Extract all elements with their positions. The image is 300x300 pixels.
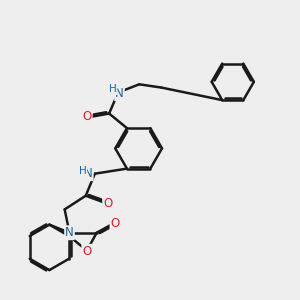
Text: N: N [65, 226, 74, 239]
Text: O: O [82, 110, 92, 123]
Text: O: O [110, 217, 120, 230]
Text: O: O [103, 197, 112, 210]
Text: H: H [109, 84, 116, 94]
Text: N: N [115, 87, 124, 100]
Text: H: H [79, 166, 86, 176]
Text: N: N [84, 167, 93, 180]
Text: O: O [82, 245, 92, 258]
